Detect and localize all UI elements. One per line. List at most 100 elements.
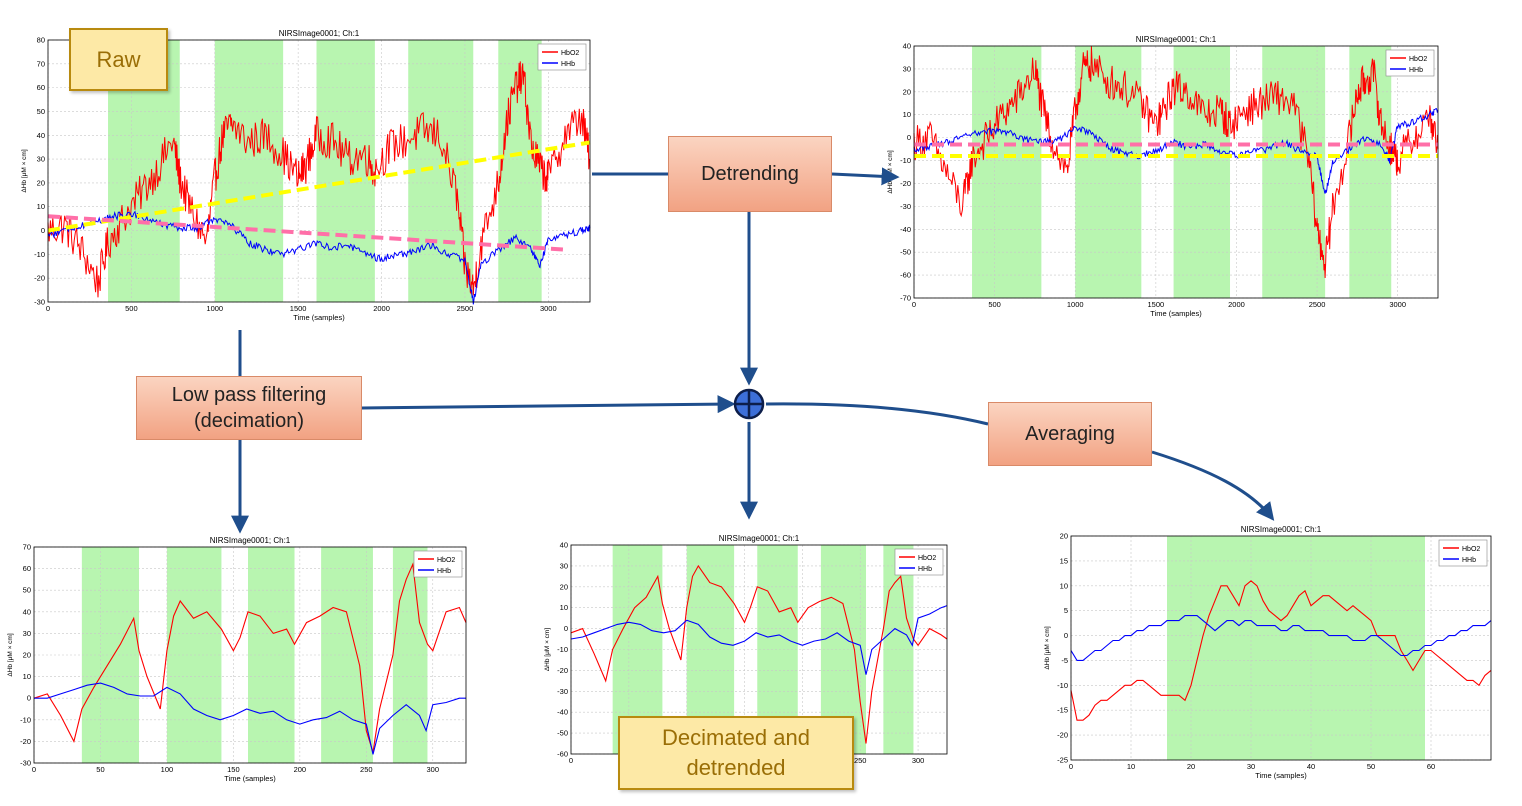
y-tick-label: -20: [1057, 731, 1068, 740]
series-hbo2: [47, 61, 591, 298]
x-tick-label: 0: [1069, 762, 1073, 771]
stimulus-block: [1262, 46, 1326, 298]
legend: HbO2 HHb: [1438, 539, 1488, 567]
arrow-detrending-to-detrended-chart: [831, 167, 900, 186]
y-tick-label: -25: [1057, 756, 1068, 765]
legend-label-hhb: HHb: [1462, 557, 1476, 564]
sum-junction-icon: [733, 388, 765, 420]
stimulus-block: [408, 40, 474, 302]
y-tick-label: 60: [23, 564, 31, 573]
y-tick-label: 20: [560, 582, 568, 591]
series-hhb: [47, 210, 591, 305]
plot-frame: [1070, 535, 1492, 761]
y-tick-label: -60: [557, 750, 568, 759]
chart-title: NIRSImage0001; Ch:1: [279, 29, 360, 38]
y-tick-label: -10: [557, 645, 568, 654]
y-tick-label: 20: [37, 178, 45, 187]
y-tick-label: 10: [560, 603, 568, 612]
y-tick-label: 10: [1060, 581, 1068, 590]
x-tick-label: 250: [854, 756, 867, 765]
y-tick-label: -10: [1057, 681, 1068, 690]
y-tick-label: 10: [903, 110, 911, 119]
x-tick-label: 20: [1187, 762, 1195, 771]
x-tick-label: 40: [1307, 762, 1315, 771]
legend-label-hhb: HHb: [561, 61, 575, 68]
y-tick-label: 20: [23, 651, 31, 660]
series-hhb: [34, 682, 466, 755]
y-tick-label: -50: [900, 248, 911, 257]
x-tick-label: 300: [912, 756, 925, 765]
flow-arrows: [231, 167, 1275, 534]
y-tick-label: 40: [903, 42, 911, 51]
y-tick-label: 15: [1060, 556, 1068, 565]
x-tick-label: 1500: [1148, 300, 1165, 309]
stimulus-block: [214, 40, 284, 302]
x-axis-label: Time (samples): [1150, 309, 1202, 318]
y-tick-label: 10: [23, 672, 31, 681]
plot-frame: [913, 45, 1439, 299]
y-tick-label: -70: [900, 294, 911, 303]
legend: HbO2 HHb: [1385, 49, 1435, 77]
y-tick-label: 50: [23, 586, 31, 595]
y-tick-label: 50: [37, 107, 45, 116]
y-tick-label: 20: [1060, 532, 1068, 541]
legend-label-hhb: HHb: [918, 566, 932, 573]
stimulus-block: [1167, 536, 1425, 760]
y-tick-label: -60: [900, 271, 911, 280]
series-hbo2: [33, 562, 467, 753]
y-axis-label: ΔHb [μM × cm]: [7, 633, 14, 676]
y-tick-label: 40: [23, 607, 31, 616]
arrow-sum-to-averaging: [765, 402, 989, 426]
plot-frame: [47, 39, 591, 303]
lowpass-label-line1: Low pass filtering: [171, 384, 327, 406]
x-tick-label: 10: [1127, 762, 1135, 771]
legend-label-hbo2: HbO2: [1409, 56, 1427, 63]
legend-box: [1385, 49, 1435, 77]
averaging-box: Averaging: [988, 402, 1152, 466]
y-tick-label: 80: [37, 36, 45, 45]
x-tick-label: 2500: [1309, 300, 1326, 309]
y-tick-label: 20: [903, 87, 911, 96]
legend-box: [1438, 539, 1488, 567]
x-tick-label: 1000: [206, 304, 223, 313]
x-tick-label: 30: [1247, 762, 1255, 771]
chart-title: NIRSImage0001; Ch:1: [719, 534, 800, 543]
legend: HbO2 HHb: [537, 43, 587, 71]
y-tick-label: 5: [1064, 606, 1068, 615]
series-hbo2: [913, 46, 1439, 279]
series-hbo2: [570, 564, 948, 744]
legend-label-hbo2: HbO2: [437, 557, 455, 564]
lowpass-label-line2: (decimation): [193, 410, 305, 432]
legend-label-hbo2: HbO2: [561, 50, 579, 57]
y-tick-label: -10: [34, 250, 45, 259]
y-tick-label: -10: [900, 156, 911, 165]
trend-line-hbo2: [47, 140, 591, 233]
x-tick-label: 60: [1427, 762, 1435, 771]
y-axis-label: ΔHb [μM × cm]: [887, 150, 894, 193]
raw-label-text: Raw: [96, 46, 141, 72]
legend-label-hbo2: HbO2: [1462, 546, 1480, 553]
y-tick-label: -20: [34, 274, 45, 283]
y-tick-label: -40: [557, 708, 568, 717]
y-tick-label: -30: [557, 687, 568, 696]
y-tick-label: -10: [20, 715, 31, 724]
y-tick-label: 40: [37, 131, 45, 140]
arrow-lowpass-to-sum: [361, 395, 736, 414]
y-tick-label: -20: [20, 737, 31, 746]
chart-title: NIRSImage0001; Ch:1: [1136, 35, 1217, 44]
decimated-detrended-label: Decimated and detrended: [618, 716, 854, 790]
series-hhb: [1070, 615, 1492, 661]
legend-label-hbo2: HbO2: [918, 555, 936, 562]
plot-frame: [33, 546, 467, 764]
legend-box: [413, 550, 463, 578]
y-tick-label: 30: [903, 64, 911, 73]
x-tick-label: 3000: [540, 304, 557, 313]
x-tick-label: 200: [294, 765, 307, 774]
y-tick-label: -30: [34, 298, 45, 307]
x-tick-label: 500: [125, 304, 138, 313]
x-tick-label: 0: [46, 304, 50, 313]
chart-title: NIRSImage0001; Ch:1: [210, 536, 291, 545]
legend-box: [537, 43, 587, 71]
detrending-label: Detrending: [701, 163, 799, 185]
series-hbo2: [1070, 580, 1492, 721]
